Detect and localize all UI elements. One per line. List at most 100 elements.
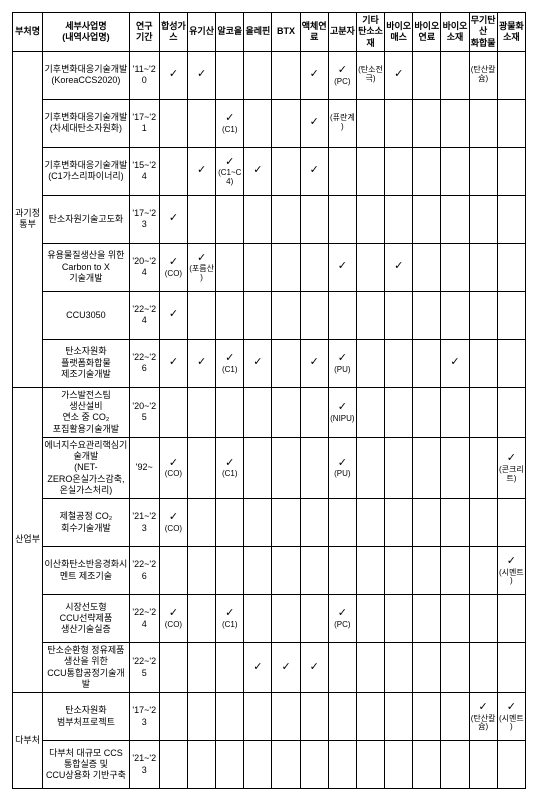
- header-col-10: 바이오소재: [441, 13, 469, 52]
- header-col-6: 고분자: [328, 13, 356, 52]
- table-row: 에너지수요관리핵심기술개발(NET-ZERO온실가스감축, 온실가스처리)'92…: [13, 437, 526, 498]
- value-cell: [413, 547, 441, 595]
- value-cell: [356, 437, 384, 498]
- period-cell: '22~'24: [129, 291, 159, 339]
- value-cell: ✓: [244, 643, 272, 693]
- value-cell: [300, 243, 328, 291]
- project-cell: 다부처 대규모 CCS통합실증 및CCU상용화 기반구축: [43, 741, 130, 789]
- value-cell: [272, 437, 300, 498]
- header-col-8: 바이오매스: [385, 13, 413, 52]
- value-cell: [413, 147, 441, 195]
- value-cell: [385, 387, 413, 437]
- header-row: 부처명 세부사업명(내역사업명) 연구기간 합성가스 유기산 알코올 올레핀 B…: [13, 13, 526, 52]
- value-cell: [497, 387, 525, 437]
- header-col-12: 광물화소재: [497, 13, 525, 52]
- value-cell: [413, 499, 441, 547]
- value-cell: [469, 643, 497, 693]
- header-dept: 부처명: [13, 13, 43, 52]
- period-cell: '22~'26: [129, 339, 159, 387]
- value-cell: [469, 99, 497, 147]
- value-cell: [188, 595, 216, 643]
- value-cell: [159, 547, 187, 595]
- value-cell: ✓(C1): [216, 595, 244, 643]
- value-cell: [272, 243, 300, 291]
- value-cell: ✓(시멘트): [497, 547, 525, 595]
- value-cell: [356, 147, 384, 195]
- value-cell: [216, 643, 244, 693]
- value-cell: ✓: [300, 339, 328, 387]
- value-cell: [216, 387, 244, 437]
- value-cell: [469, 499, 497, 547]
- value-cell: ✓(C1): [216, 99, 244, 147]
- project-cell: 이산화탄소반응경화시멘트 제조기술: [43, 547, 130, 595]
- project-cell: 탄소자원화범부처프로젝트: [43, 693, 130, 741]
- table-row: 기후변화대응기술개발(C1가스리파이너리)'15~'24✓✓(C1~C4)✓✓: [13, 147, 526, 195]
- project-cell: 제철공정 CO₂회수기술개발: [43, 499, 130, 547]
- value-cell: [216, 547, 244, 595]
- value-cell: [441, 547, 469, 595]
- value-cell: [300, 741, 328, 789]
- table-row: 탄소자원화플랫폼화합물제조기술개발'22~'26✓✓✓(C1)✓✓✓(PU)✓: [13, 339, 526, 387]
- table-row: 탄소순환형 정유제품생산을 위한CCU통합공정기술개발'22~'25✓✓✓: [13, 643, 526, 693]
- header-period: 연구기간: [129, 13, 159, 52]
- value-cell: [244, 547, 272, 595]
- value-cell: [497, 243, 525, 291]
- value-cell: ✓: [300, 51, 328, 99]
- value-cell: [216, 693, 244, 741]
- value-cell: [385, 547, 413, 595]
- value-cell: [469, 243, 497, 291]
- period-cell: '92~: [129, 437, 159, 498]
- project-cell: 에너지수요관리핵심기술개발(NET-ZERO온실가스감축, 온실가스처리): [43, 437, 130, 498]
- value-cell: [272, 387, 300, 437]
- value-cell: ✓: [328, 243, 356, 291]
- period-cell: '11~'20: [129, 51, 159, 99]
- value-cell: [413, 595, 441, 643]
- value-cell: [385, 437, 413, 498]
- value-cell: [216, 741, 244, 789]
- table-row: 탄소자원기술고도화'17~'23✓: [13, 195, 526, 243]
- value-cell: [469, 437, 497, 498]
- value-cell: (탄소전극): [356, 51, 384, 99]
- value-cell: [413, 693, 441, 741]
- period-cell: '17~'21: [129, 99, 159, 147]
- header-col-7: 기타탄소소재: [356, 13, 384, 52]
- value-cell: [159, 147, 187, 195]
- value-cell: [244, 387, 272, 437]
- value-cell: [441, 387, 469, 437]
- header-col-3: 올레핀: [244, 13, 272, 52]
- value-cell: [244, 437, 272, 498]
- value-cell: ✓: [188, 51, 216, 99]
- value-cell: [441, 195, 469, 243]
- value-cell: ✓(포름산): [188, 243, 216, 291]
- value-cell: [188, 195, 216, 243]
- value-cell: [244, 195, 272, 243]
- value-cell: [356, 195, 384, 243]
- value-cell: ✓: [300, 147, 328, 195]
- value-cell: ✓: [300, 643, 328, 693]
- value-cell: [497, 291, 525, 339]
- period-cell: '17~'23: [129, 693, 159, 741]
- header-col-5: 액체연료: [300, 13, 328, 52]
- table-row: 제철공정 CO₂회수기술개발'21~'23✓(CO): [13, 499, 526, 547]
- value-cell: ✓: [159, 51, 187, 99]
- header-col-4: BTX: [272, 13, 300, 52]
- value-cell: [356, 595, 384, 643]
- value-cell: [441, 693, 469, 741]
- value-cell: (탄산칼슘): [469, 51, 497, 99]
- value-cell: [413, 437, 441, 498]
- value-cell: ✓: [244, 339, 272, 387]
- value-cell: [497, 195, 525, 243]
- value-cell: [385, 499, 413, 547]
- value-cell: [272, 547, 300, 595]
- period-cell: '20~'25: [129, 387, 159, 437]
- value-cell: [244, 291, 272, 339]
- project-cell: 유용물질생산을 위한Carbon to X 기술개발: [43, 243, 130, 291]
- value-cell: [356, 339, 384, 387]
- period-cell: '21~'23: [129, 741, 159, 789]
- value-cell: [272, 99, 300, 147]
- dept-cell: 산업부: [13, 387, 43, 692]
- value-cell: ✓: [159, 195, 187, 243]
- value-cell: [441, 51, 469, 99]
- value-cell: [497, 51, 525, 99]
- table-row: 유용물질생산을 위한Carbon to X 기술개발'20~'24✓(CO)✓(…: [13, 243, 526, 291]
